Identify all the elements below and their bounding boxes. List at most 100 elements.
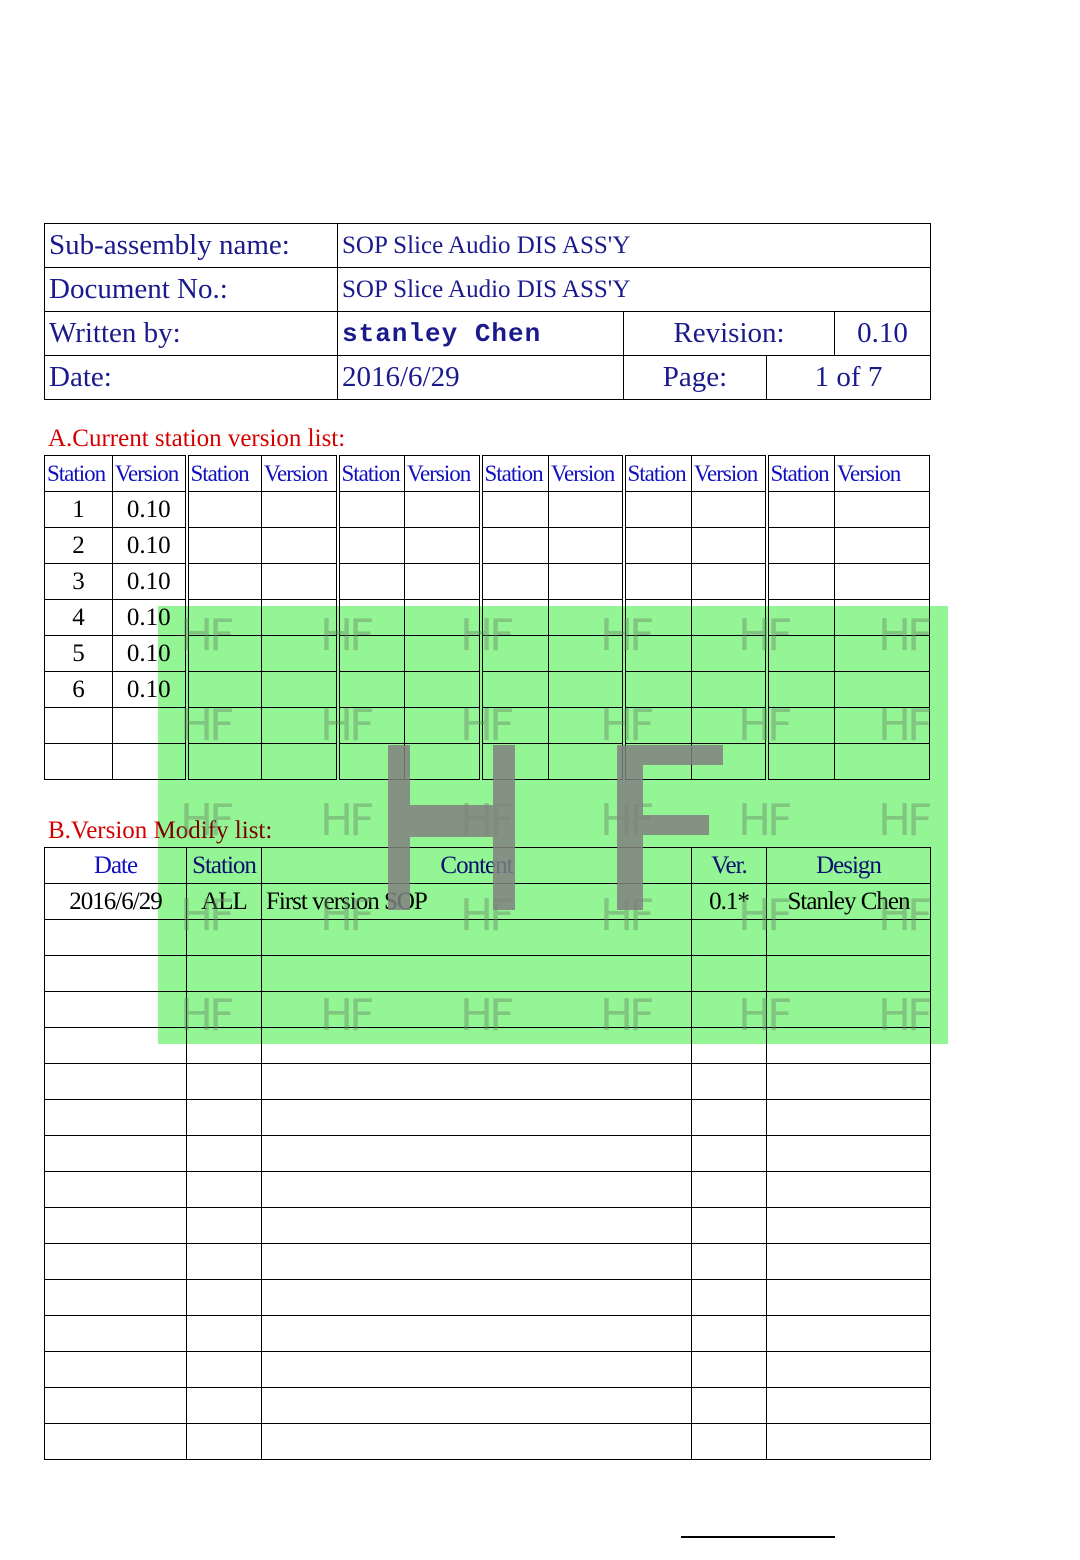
table-row (44, 1027, 931, 1064)
station-cell (335, 707, 405, 744)
column-header-version: Version (834, 455, 930, 492)
design-cell (766, 1387, 931, 1424)
version-cell (112, 707, 187, 744)
version-cell (548, 707, 624, 744)
date-cell (44, 1027, 187, 1064)
column-header-station: Station (44, 455, 113, 492)
station-cell (621, 743, 692, 780)
version-modify-table: Date Station Content Ver. Design 2016/6/29 ALL… (44, 847, 931, 1460)
design-cell (766, 1279, 931, 1316)
ver-cell (691, 1315, 767, 1352)
ver-cell (691, 1063, 767, 1100)
content-cell (261, 1315, 692, 1352)
design-cell (766, 955, 931, 992)
content-cell (261, 1423, 692, 1460)
station-cell (184, 707, 262, 744)
ver-cell (691, 1171, 767, 1208)
table-row (44, 707, 930, 744)
station-cell (621, 563, 692, 600)
version-cell (112, 743, 187, 780)
version-cell (404, 491, 481, 528)
station-cell (621, 635, 692, 672)
date-cell (44, 1279, 187, 1316)
station-cell (764, 527, 835, 564)
version-cell (548, 491, 624, 528)
station-cell (478, 743, 549, 780)
station-cell (764, 743, 835, 780)
column-header-content: Content (261, 847, 692, 884)
version-cell: 0.10 (112, 671, 187, 708)
sub-assembly-label: Sub-assembly name: (44, 223, 338, 268)
date-cell (44, 1243, 187, 1280)
station-cell: 6 (44, 671, 113, 708)
document-no-label: Document No.: (44, 267, 338, 312)
station-cell (186, 1279, 262, 1316)
version-cell (691, 635, 767, 672)
ver-cell (691, 1207, 767, 1244)
station-cell (186, 955, 262, 992)
table-row (44, 1063, 931, 1100)
table-row (44, 991, 931, 1028)
column-header-version: Version (112, 455, 187, 492)
ver-cell (691, 955, 767, 992)
version-cell: 0.10 (112, 563, 187, 600)
table-row: 6 0.10 (44, 671, 930, 708)
table-row (44, 1171, 931, 1208)
version-cell (691, 563, 767, 600)
version-cell (548, 599, 624, 636)
station-cell (621, 527, 692, 564)
station-cell (335, 563, 405, 600)
station-cell (335, 743, 405, 780)
station-cell (186, 1135, 262, 1172)
date-cell (44, 1099, 187, 1136)
content-cell (261, 1099, 692, 1136)
design-cell (766, 919, 931, 956)
column-header-version: Version (261, 455, 338, 492)
table-row (44, 743, 930, 780)
version-cell (261, 527, 338, 564)
ver-cell (691, 1351, 767, 1388)
table-row (44, 1135, 931, 1172)
station-cell (184, 563, 262, 600)
date-cell (44, 991, 187, 1028)
version-cell (548, 671, 624, 708)
date-cell (44, 1387, 187, 1424)
version-cell (261, 635, 338, 672)
design-cell (766, 1063, 931, 1100)
date-cell: 2016/6/29 (44, 883, 187, 920)
station-cell (478, 599, 549, 636)
version-cell (834, 743, 930, 780)
version-cell (404, 599, 481, 636)
content-cell (261, 991, 692, 1028)
station-cell (478, 671, 549, 708)
page-value: 1 of 7 (766, 355, 931, 400)
station-cell (764, 599, 835, 636)
ver-cell (691, 1423, 767, 1460)
version-cell (548, 563, 624, 600)
ver-cell (691, 1387, 767, 1424)
revision-label: Revision: (623, 311, 835, 356)
table-row (44, 919, 931, 956)
column-header-version: Version (691, 455, 767, 492)
column-header-station: Station (186, 847, 262, 884)
content-cell (261, 1135, 692, 1172)
station-cell (186, 1027, 262, 1064)
station-cell (186, 1351, 262, 1388)
version-cell (261, 563, 338, 600)
date-cell (44, 1063, 187, 1100)
written-by-label: Written by: (44, 311, 338, 356)
content-cell (261, 1279, 692, 1316)
column-header-station: Station (764, 455, 835, 492)
station-cell (764, 635, 835, 672)
design-cell (766, 1423, 931, 1460)
station-cell (478, 707, 549, 744)
date-label: Date: (44, 355, 338, 400)
version-cell: 0.10 (112, 635, 187, 672)
station-cell (186, 1099, 262, 1136)
station-cell (335, 635, 405, 672)
station-cell (184, 527, 262, 564)
date-cell (44, 1351, 187, 1388)
table-row: 2016/6/29 ALL First version SOP 0.1* Stanley… (44, 883, 931, 920)
station-cell (186, 1315, 262, 1352)
